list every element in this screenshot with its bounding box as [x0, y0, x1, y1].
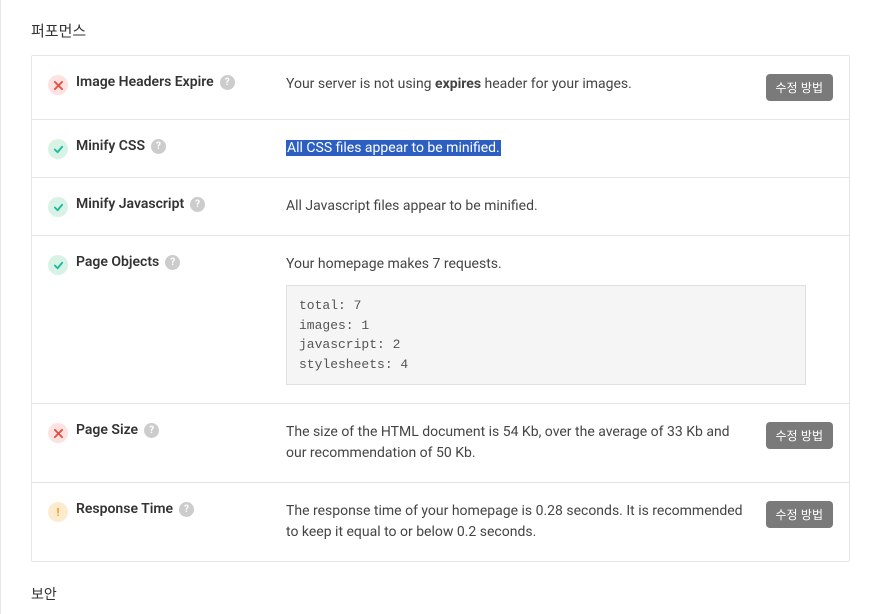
row-desc: Your server is not using expires header …: [286, 74, 753, 95]
row-image-headers-expire: Image Headers Expire ? Your server is no…: [32, 56, 849, 120]
status-col: [48, 138, 76, 159]
row-desc: The size of the HTML document is 54 Kb, …: [286, 422, 753, 464]
fix-button[interactable]: 수정 방법: [766, 501, 834, 528]
status-col: [48, 196, 76, 217]
help-icon[interactable]: ?: [179, 502, 194, 517]
row-label: Page Objects ?: [76, 254, 286, 270]
row-page-objects: Page Objects ? Your homepage makes 7 req…: [32, 236, 849, 404]
next-section-title: 보안: [31, 584, 850, 604]
row-label-text: Page Objects: [76, 254, 159, 270]
fix-button[interactable]: 수정 방법: [766, 74, 834, 101]
performance-list: Image Headers Expire ? Your server is no…: [31, 55, 850, 562]
action-col: 수정 방법: [753, 74, 833, 101]
help-icon[interactable]: ?: [190, 197, 205, 212]
row-desc: The response time of your homepage is 0.…: [286, 501, 753, 543]
status-col: [48, 254, 76, 275]
performance-panel: 퍼포먼스 Image Headers Expire ? Your server …: [0, 0, 870, 614]
highlighted-text: All CSS files appear to be minified.: [286, 140, 501, 156]
row-label-text: Image Headers Expire: [76, 74, 214, 90]
action-col: 수정 방법: [753, 422, 833, 449]
help-icon[interactable]: ?: [151, 139, 166, 154]
row-label: Page Size ?: [76, 422, 286, 438]
row-label-text: Minify CSS: [76, 138, 145, 154]
row-desc: All CSS files appear to be minified.: [286, 138, 753, 159]
help-icon[interactable]: ?: [165, 255, 180, 270]
desc-text: Your homepage makes 7 requests.: [286, 256, 502, 272]
row-page-size: Page Size ? The size of the HTML documen…: [32, 404, 849, 483]
row-label: Image Headers Expire ?: [76, 74, 286, 90]
x-icon: [48, 423, 68, 443]
row-label: Response Time ?: [76, 501, 286, 517]
code-content: total: 7 images: 1 javascript: 2 stylesh…: [287, 286, 805, 384]
row-minify-css: Minify CSS ? All CSS files appear to be …: [32, 120, 849, 178]
row-desc: All Javascript files appear to be minifi…: [286, 196, 753, 217]
help-icon[interactable]: ?: [144, 423, 159, 438]
row-label-text: Response Time: [76, 501, 173, 517]
check-icon: [48, 197, 68, 217]
row-response-time: ! Response Time ? The response time of y…: [32, 483, 849, 561]
x-icon: [48, 75, 68, 95]
section-title: 퍼포먼스: [31, 20, 850, 41]
row-label-text: Page Size: [76, 422, 138, 438]
action-col: 수정 방법: [753, 501, 833, 528]
row-label-text: Minify Javascript: [76, 196, 184, 212]
status-col: !: [48, 501, 76, 522]
row-label: Minify Javascript ?: [76, 196, 286, 212]
row-desc: Your homepage makes 7 requests. total: 7…: [286, 254, 816, 385]
check-icon: [48, 139, 68, 159]
fix-button[interactable]: 수정 방법: [766, 422, 834, 449]
row-label: Minify CSS ?: [76, 138, 286, 154]
check-icon: [48, 255, 68, 275]
code-block[interactable]: total: 7 images: 1 javascript: 2 stylesh…: [286, 285, 806, 385]
help-icon[interactable]: ?: [220, 75, 235, 90]
status-col: [48, 422, 76, 443]
status-col: [48, 74, 76, 95]
row-minify-js: Minify Javascript ? All Javascript files…: [32, 178, 849, 236]
warn-icon: !: [48, 502, 68, 522]
